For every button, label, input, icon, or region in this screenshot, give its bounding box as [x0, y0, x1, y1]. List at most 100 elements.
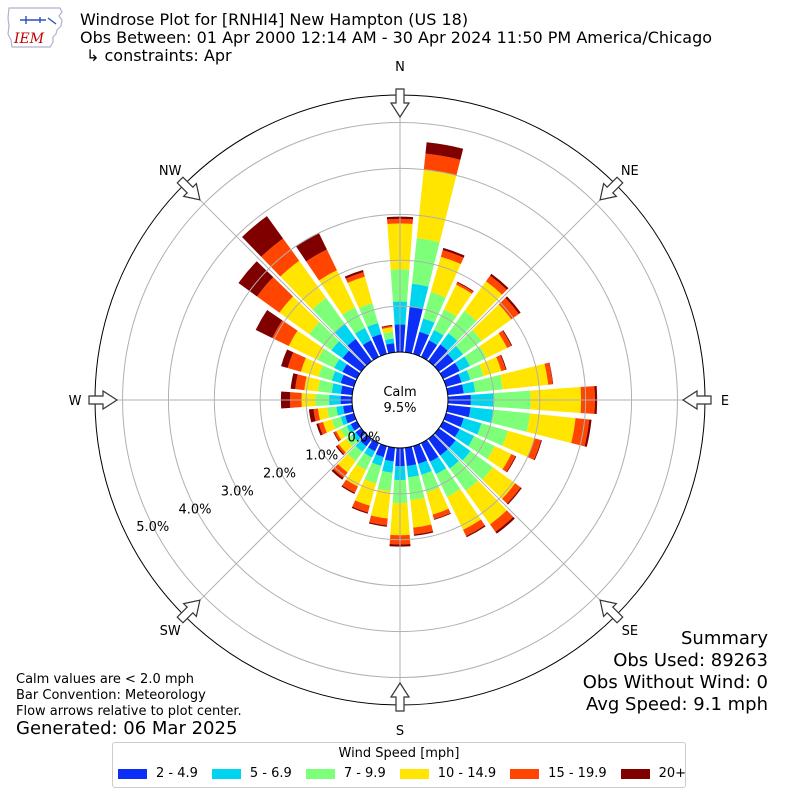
sector-bar-segment — [280, 260, 327, 310]
sector-bar-segment — [371, 333, 387, 357]
sector-bar-segment — [342, 364, 361, 380]
sector-bar-segment — [496, 355, 506, 372]
sector-bar-segment — [346, 434, 358, 447]
sector-bar-segment — [327, 406, 338, 418]
sector-bar-segment — [381, 325, 393, 329]
flow-arrows — [88, 88, 712, 712]
sector-bar-segment — [495, 516, 515, 534]
sector-bar-segment — [364, 447, 376, 458]
sector-bar-segment — [416, 169, 457, 243]
sector-bar-segment — [498, 297, 519, 320]
summary-box: Summary Obs Used: 89263 Obs Without Wind… — [583, 628, 768, 716]
sector-bar-segment — [426, 487, 449, 515]
sector-bar-segment — [287, 352, 306, 372]
radial-tick-label: 1.0% — [305, 448, 338, 463]
sector-bar-segment — [458, 370, 471, 383]
sector-bar-segment — [367, 439, 380, 452]
legend-title: Wind Speed [mph] — [338, 746, 460, 761]
sector-bar-segment — [347, 276, 373, 309]
sector-bar-segment — [446, 404, 471, 418]
sector-bar-segment — [342, 350, 366, 372]
sector-bar-segment — [370, 488, 391, 519]
sector-bar-segment — [527, 438, 542, 460]
sector-bar-segment — [506, 487, 522, 505]
flow-arrow-icon — [389, 681, 411, 712]
sector-bar-segment — [420, 439, 439, 462]
legend-items: 2 - 4.9 5 - 6.9 7 - 9.9 10 - 14.9 15 - 19.9 2… — [118, 766, 700, 781]
direction-labels: N NE E SE S SW W NW — [69, 60, 730, 739]
sector-bar-segment — [502, 454, 516, 472]
sector-bar-segment — [383, 331, 394, 341]
sector-bar-segment — [454, 356, 471, 372]
sector-bar-segment — [502, 483, 521, 504]
direction-grid-line — [399, 399, 617, 617]
sector-bar-segment — [413, 531, 434, 536]
sector-bar-segment — [442, 247, 465, 258]
sector-bar-segment — [571, 418, 590, 447]
sector-bar-segment — [498, 330, 512, 348]
sector-bar-segment — [312, 297, 345, 333]
sector-bar-segment — [313, 408, 321, 422]
sector-bar-segment — [419, 318, 435, 336]
sector-bar-segment — [502, 330, 513, 346]
sector-bar-segment — [479, 333, 508, 358]
sector-bar-segment — [337, 454, 356, 473]
sector-bar-segment — [408, 475, 425, 501]
sector-bar-segment — [433, 309, 457, 336]
summary-heading: Summary — [681, 628, 768, 649]
sector-bar-segment — [355, 479, 377, 506]
sector-bar-segment — [340, 415, 348, 426]
sector-bar-segment — [491, 409, 530, 432]
sector-bar-segment — [355, 441, 367, 452]
sector-bar-segment — [443, 373, 462, 387]
sector-bar-segment — [318, 421, 327, 435]
radial-tick-label: 0.0% — [347, 431, 380, 446]
direction-grid-line — [183, 183, 401, 401]
sector-bar-segment — [439, 362, 460, 380]
sector-bar-segment — [334, 323, 356, 346]
chart-title: Windrose Plot for [RNHI4] New Hampton (U… — [80, 10, 469, 29]
direction-label-e: E — [721, 394, 729, 409]
sector-bar-segment — [430, 256, 461, 298]
radial-tick-label: 5.0% — [136, 520, 169, 535]
radial-tick-label: 3.0% — [221, 484, 254, 499]
sector-bar-segment — [367, 322, 382, 338]
sector-bar-segment — [358, 303, 379, 327]
sector-bar-segment — [342, 307, 366, 334]
sector-bar-segment — [466, 364, 484, 380]
direction-label-s: S — [396, 724, 404, 739]
legend-item: 15 - 19.9 — [510, 766, 607, 781]
generated-date: Generated: 06 Mar 2025 — [16, 718, 238, 739]
legend-swatch — [620, 768, 650, 779]
sector-bar-segment — [346, 423, 355, 434]
sector-bar-segment — [318, 407, 329, 421]
legend-label: 20+ — [658, 766, 687, 781]
summary-obs-without-wind: Obs Without Wind: 0 — [582, 672, 768, 693]
sector-bar-segment — [281, 349, 294, 368]
sector-bar-segment — [308, 408, 316, 423]
sector-bar-segment — [404, 446, 417, 467]
river-lines-icon — [20, 16, 57, 25]
sector-bar-segment — [473, 374, 503, 393]
sector-bar-segment — [340, 425, 351, 438]
sector-bar-segment — [341, 485, 355, 494]
sector-bar-segment — [384, 446, 396, 462]
sector-bar-segment — [468, 407, 494, 423]
iem-logo-text: IEM — [13, 31, 45, 47]
sector-bar-segment — [434, 353, 454, 372]
sector-bar-segment — [425, 142, 464, 160]
sector-bar-segment — [544, 362, 553, 385]
sector-bar-segment — [279, 296, 320, 335]
legend-item: 20+ — [620, 766, 687, 781]
legend-label: 7 - 9.9 — [343, 766, 386, 781]
sector-bar-segment — [331, 383, 343, 394]
sector-bar-segment — [336, 444, 346, 455]
sector-bar-segment — [449, 440, 471, 461]
sector-bar-segment — [360, 434, 372, 447]
direction-label-n: N — [395, 60, 405, 75]
sector-bar-segment — [255, 310, 283, 338]
sector-bar-segment — [466, 525, 486, 538]
sector-bar-segment — [440, 333, 458, 351]
summary-avg-speed: Avg Speed: 9.1 mph — [586, 694, 768, 715]
